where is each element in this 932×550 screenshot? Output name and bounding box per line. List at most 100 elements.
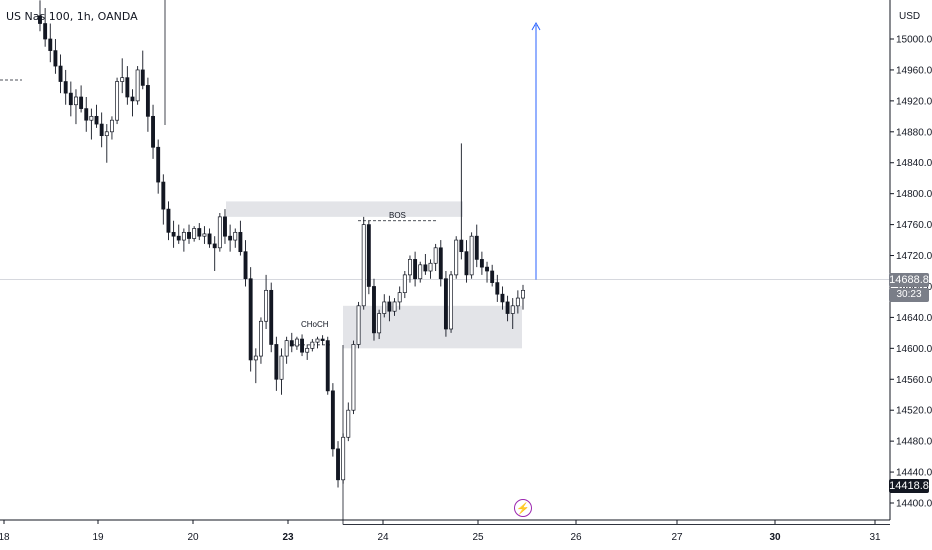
bearish-candle bbox=[53, 50, 58, 67]
bearish-candle bbox=[464, 251, 469, 276]
bearish-candle bbox=[490, 270, 495, 283]
bullish-candle bbox=[305, 347, 310, 353]
bearish-candle bbox=[68, 92, 73, 106]
bullish-candle bbox=[521, 289, 525, 299]
bearish-candle bbox=[300, 338, 304, 353]
bearish-candle bbox=[423, 264, 428, 272]
bearish-candle bbox=[79, 96, 84, 109]
bearish-candle bbox=[330, 390, 335, 450]
bearish-candle bbox=[99, 123, 104, 137]
symbol-title[interactable]: US Nas 100, 1h, OANDA bbox=[6, 10, 138, 23]
bullish-candle bbox=[233, 231, 238, 241]
bearish-candle bbox=[223, 216, 227, 237]
bearish-candle bbox=[207, 233, 212, 245]
price-tick-label: 14520.0 bbox=[896, 406, 932, 417]
price-tick-label: 14960.0 bbox=[896, 65, 932, 76]
bullish-candle bbox=[74, 96, 78, 106]
bullish-candle bbox=[109, 119, 114, 133]
bearish-candle bbox=[140, 69, 145, 86]
bullish-candle bbox=[279, 355, 284, 380]
bearish-candle bbox=[38, 15, 42, 24]
bearish-candle bbox=[161, 181, 166, 210]
price-tick-label: 14800.0 bbox=[896, 189, 932, 200]
bearish-candle bbox=[84, 108, 89, 121]
bullish-candle bbox=[181, 231, 186, 241]
price-tick-label: 14880.0 bbox=[896, 127, 932, 138]
time-tick-label: 31 bbox=[869, 532, 881, 543]
bearish-candle bbox=[125, 77, 130, 98]
bearish-candle bbox=[212, 243, 217, 249]
time-tick-label: 30 bbox=[769, 532, 781, 543]
bearish-candle bbox=[197, 228, 202, 237]
bearish-candle bbox=[156, 146, 161, 183]
bearish-candle bbox=[459, 239, 464, 253]
bearish-candle bbox=[443, 278, 448, 330]
bearish-candle bbox=[171, 231, 176, 237]
bearish-candle bbox=[228, 235, 233, 241]
bearish-candle bbox=[130, 96, 135, 102]
time-tick-label: 19 bbox=[92, 532, 104, 543]
marked-low-badge: 14418.8 bbox=[889, 479, 929, 493]
bearish-candle bbox=[48, 38, 53, 51]
price-tick-label: 14640.0 bbox=[896, 313, 932, 324]
lightning-bolt-icon[interactable]: ⚡ bbox=[514, 499, 532, 517]
bearish-candle bbox=[151, 115, 155, 148]
time-tick-label: 20 bbox=[187, 532, 199, 543]
bearish-candle bbox=[289, 340, 294, 347]
bullish-candle bbox=[515, 297, 520, 307]
bullish-candle bbox=[510, 305, 515, 314]
currency-label[interactable]: USD bbox=[899, 11, 921, 22]
bearish-candle bbox=[58, 65, 63, 82]
bearish-candle bbox=[387, 301, 392, 312]
bearish-candle bbox=[474, 235, 479, 260]
bullish-candle bbox=[377, 313, 382, 334]
bullish-candle bbox=[217, 216, 222, 249]
bearish-candle bbox=[243, 251, 248, 280]
bearish-candle bbox=[145, 85, 150, 117]
bullish-candle bbox=[346, 409, 351, 438]
price-tick-label: 14840.0 bbox=[896, 158, 932, 169]
bearish-candle bbox=[485, 266, 489, 272]
projection-arrow-head bbox=[531, 21, 541, 31]
bearish-candle bbox=[336, 448, 340, 481]
bullish-candle bbox=[418, 264, 423, 280]
bullish-candle bbox=[469, 235, 474, 276]
time-tick-label: 27 bbox=[671, 532, 683, 543]
bearish-candle bbox=[413, 259, 418, 280]
bullish-candle bbox=[428, 262, 433, 272]
supply-zone bbox=[226, 201, 463, 217]
bullish-candle bbox=[397, 292, 402, 303]
bullish-candle bbox=[264, 289, 269, 322]
bullish-candle bbox=[253, 355, 258, 361]
bullish-candle bbox=[310, 341, 315, 349]
bearish-candle bbox=[248, 278, 253, 361]
bullish-candle bbox=[104, 131, 109, 137]
bar-countdown-badge: 30:23 bbox=[889, 288, 929, 302]
bearish-candle bbox=[269, 289, 274, 345]
bearish-candle bbox=[505, 301, 510, 314]
bullish-candle bbox=[259, 320, 263, 357]
price-tick-label: 14560.0 bbox=[896, 375, 932, 386]
bullish-candle bbox=[402, 274, 407, 294]
bullish-candle bbox=[341, 436, 346, 481]
bullish-candle bbox=[433, 247, 438, 264]
current-price-badge: 14688.8 bbox=[889, 273, 929, 287]
bearish-candle bbox=[63, 81, 68, 94]
price-tick-label: 14920.0 bbox=[896, 96, 932, 107]
bearish-candle bbox=[238, 231, 243, 253]
bullish-candle bbox=[382, 301, 387, 314]
demand-zone bbox=[343, 305, 522, 349]
bearish-candle bbox=[43, 23, 48, 40]
bullish-candle bbox=[351, 344, 356, 411]
bearish-candle bbox=[166, 208, 171, 233]
bearish-candle bbox=[372, 286, 376, 334]
bullish-candle bbox=[294, 338, 299, 347]
bearish-candle bbox=[176, 235, 181, 241]
price-tick-label: 14680.0 bbox=[896, 282, 932, 293]
bearish-candle bbox=[274, 344, 279, 380]
bullish-candle bbox=[135, 69, 140, 102]
bos-label: BOS bbox=[389, 211, 406, 220]
time-tick-label: 24 bbox=[377, 532, 389, 543]
bearish-candle bbox=[438, 247, 443, 280]
